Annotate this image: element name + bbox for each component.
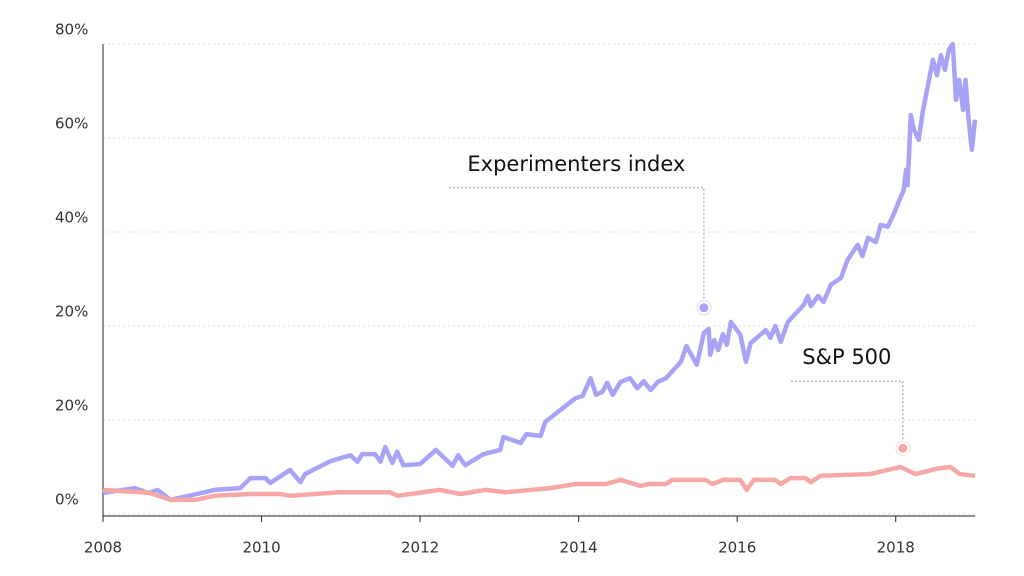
x-tick-label: 2012 xyxy=(401,539,439,557)
annotation-leader xyxy=(448,187,705,300)
x-tick-label: 2018 xyxy=(877,539,915,557)
x-tick-label: 2010 xyxy=(242,539,280,557)
x-tick-label: 2014 xyxy=(560,539,598,557)
annotation-dot xyxy=(699,303,709,313)
x-tick-label: 2008 xyxy=(84,539,122,557)
series-line xyxy=(102,464,976,503)
y-tick-label: 20% xyxy=(55,397,88,415)
y-tick-label: 60% xyxy=(55,115,88,133)
series-label: Experimenters index xyxy=(467,152,685,176)
series-line xyxy=(102,41,978,503)
y-tick-label: 20% xyxy=(55,303,88,321)
y-tick-label: 0% xyxy=(55,491,79,509)
annotation-leader xyxy=(790,380,904,441)
y-tick-label: 40% xyxy=(55,209,88,227)
series-label: S&P 500 xyxy=(802,345,891,369)
x-tick-label: 2016 xyxy=(718,539,756,557)
y-tick-label: 80% xyxy=(55,21,88,39)
annotation-dot xyxy=(898,443,908,453)
